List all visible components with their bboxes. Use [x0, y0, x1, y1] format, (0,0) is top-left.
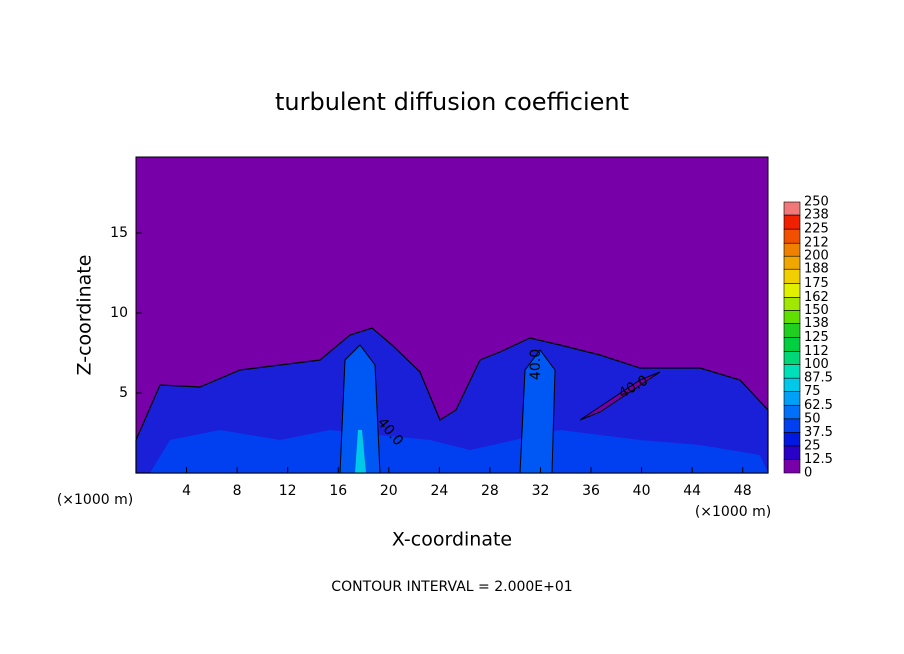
colorbar-label: 138	[804, 316, 829, 331]
x-tick-label: 32	[532, 483, 550, 499]
field-region	[150, 430, 768, 473]
colorbar-segment	[783, 404, 801, 420]
x-axis-label: X-coordinate	[392, 529, 512, 551]
field-region	[355, 430, 366, 473]
x-tick-label: 36	[582, 483, 600, 499]
colorbar-label: 162	[804, 290, 829, 305]
x-tick-label: 12	[279, 483, 297, 499]
field	[135, 327, 769, 474]
x-unit-label: (×1000 m)	[57, 492, 133, 508]
colorbar-label: 87.5	[804, 371, 833, 386]
colorbar-label: 0	[804, 466, 812, 481]
chart-title: turbulent diffusion coefficient	[275, 88, 629, 116]
colorbar-segment	[783, 337, 801, 352]
colorbar-segment	[783, 255, 801, 270]
colorbar-segment	[783, 323, 801, 338]
colorbar-segment	[783, 445, 801, 460]
x-tick-label: 24	[430, 483, 448, 499]
colorbar-label: 37.5	[804, 425, 833, 440]
colorbar-segment	[783, 432, 801, 447]
x-tick-label: 16	[329, 483, 347, 499]
colorbar-segment	[783, 377, 801, 392]
colorbar-label: 12.5	[804, 452, 833, 467]
colorbar-segment	[783, 228, 801, 244]
colorbar-label: 112	[804, 344, 829, 359]
y-tick-label: 10	[110, 305, 128, 321]
colorbar-segment	[783, 391, 801, 406]
colorbar-label: 25	[804, 438, 821, 453]
y-tick-label: 5	[119, 385, 128, 401]
colorbar-segment	[783, 418, 801, 433]
plot-frame	[135, 156, 769, 474]
colorbar-label: 62.5	[804, 398, 833, 413]
colorbar-label: 175	[804, 276, 829, 291]
x-unit-label: (×1000 m)	[695, 504, 771, 520]
x-tick-label: 20	[380, 483, 398, 499]
colorbar-segment	[783, 351, 801, 365]
footer: CONTOUR INTERVAL = 2.000E+01	[331, 579, 572, 595]
colorbar-label: 150	[804, 303, 829, 318]
x-tick-label: 40	[633, 483, 651, 499]
y-axis-label: Z-coordinate	[74, 255, 96, 376]
colorbar-segment	[783, 242, 801, 257]
colorbar-label: 125	[804, 330, 829, 345]
colorbar-segment	[783, 297, 801, 311]
field-region	[579, 371, 661, 421]
colorbar-segment	[783, 459, 801, 474]
x-tick-label: 44	[683, 483, 701, 499]
x-tick-label: 4	[182, 483, 191, 499]
colorbar-segment	[783, 201, 801, 216]
x-tick-label: 8	[233, 483, 242, 499]
colorbar-segment	[783, 268, 801, 284]
colorbar-label: 100	[804, 357, 829, 372]
colorbar-segment	[783, 282, 801, 298]
y-tick-label: 15	[110, 225, 128, 241]
colorbar-segment	[783, 364, 801, 379]
colorbar-label: 50	[804, 411, 821, 426]
colorbar-segment	[783, 214, 801, 230]
colorbar-label: 238	[804, 208, 829, 223]
colorbar-label: 75	[804, 384, 821, 399]
colorbar-label: 212	[804, 236, 829, 251]
colorbar-label: 225	[804, 222, 829, 237]
colorbar-label: 200	[804, 249, 829, 264]
x-tick-label: 48	[734, 483, 752, 499]
colorbar-label: 188	[804, 262, 829, 277]
contour-label: 40.0	[528, 349, 544, 380]
colorbar-segment	[783, 310, 801, 324]
x-tick-label: 28	[481, 483, 499, 499]
colorbar-label: 250	[804, 195, 829, 210]
